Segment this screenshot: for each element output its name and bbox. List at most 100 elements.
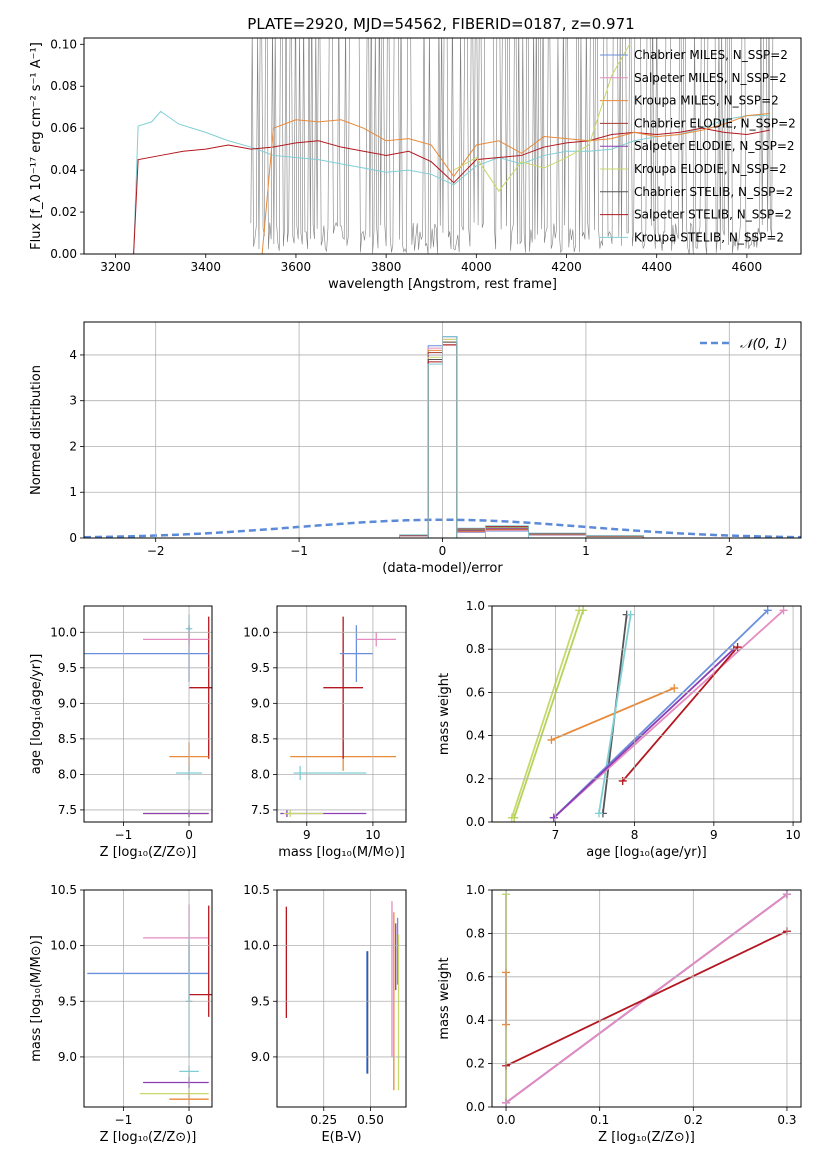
y-tick-label: 0.2 — [466, 772, 485, 786]
series-line — [553, 648, 735, 819]
plot-area — [285, 901, 400, 1091]
series-line — [261, 112, 770, 254]
axes-frame — [83, 889, 213, 1108]
y-tick-label: 9.5 — [251, 661, 270, 675]
y-tick-label: 10.0 — [243, 625, 270, 639]
axes-frame — [276, 605, 407, 823]
x-axis-label: Z [log₁₀(Z/Z⊙)] — [100, 845, 197, 860]
legend-entry: Kroupa STELIB, N_SSP=2 — [634, 230, 784, 244]
y-tick-label: 3 — [69, 394, 77, 408]
x-tick-label: 10 — [785, 828, 800, 842]
y-tick-label: 0.0 — [466, 815, 485, 829]
legend-entry: Kroupa MILES, N_SSP=2 — [634, 94, 779, 108]
x-tick-label: 3600 — [281, 260, 312, 274]
series-line — [622, 646, 739, 782]
y-tick-label: 10.5 — [50, 883, 77, 897]
axes-frame — [83, 37, 802, 255]
x-tick-label: 0 — [185, 828, 193, 842]
legend-entry: 𝒩(0, 1) — [740, 337, 787, 352]
x-tick-label: −1 — [290, 544, 308, 558]
x-axis-label: wavelength [Angstrom, rest frame] — [328, 277, 557, 292]
histogram-tail-bin — [485, 530, 529, 538]
x-axis-label: age [log₁₀(age/yr)] — [586, 845, 707, 860]
x-tick-label: 4600 — [732, 260, 763, 274]
y-tick-label: 10.0 — [243, 939, 270, 953]
x-tick-label: 2 — [725, 544, 733, 558]
y-axis-label: mass [log₁₀(M/M⊙)] — [29, 935, 44, 1062]
legend-entry: Chabrier MILES, N_SSP=2 — [634, 48, 788, 62]
y-tick-label: 9.0 — [58, 1050, 77, 1064]
series-data-line — [250, 38, 774, 254]
y-tick-label: 8.0 — [251, 767, 270, 781]
y-tick-label: 10.5 — [243, 883, 270, 897]
legend-entry: Kroupa ELODIE, N_SSP=2 — [634, 162, 787, 176]
x-tick-label: 0.1 — [590, 1113, 609, 1127]
y-tick-label: 0.6 — [466, 970, 485, 984]
y-tick-label: 9.5 — [58, 994, 77, 1008]
y-tick-label: 0.8 — [466, 926, 485, 940]
series-line — [453, 44, 631, 192]
series-line — [598, 614, 632, 814]
y-tick-label: 0.08 — [50, 79, 77, 93]
x-tick-label: 3200 — [100, 260, 131, 274]
panel-residuals: 𝒩(0, 1) −2 −1 0 1 2 0 1 2 3 4 (data-model)/error Nor… — [29, 321, 802, 576]
y-tick-label: 7.5 — [58, 803, 77, 817]
x-tick-label: −1 — [115, 1113, 133, 1127]
y-tick-label: 0.04 — [50, 163, 77, 177]
y-tick-label: 0.4 — [466, 1013, 485, 1027]
y-tick-label: 0.00 — [50, 247, 77, 261]
x-tick-label: −1 — [115, 828, 133, 842]
panel-weight-vs-age: 7 8 9 10 0.0 0.2 0.4 0.6 0.8 1.0 age [log₁₀(age/yr… — [437, 599, 802, 860]
x-tick-label: 3800 — [371, 260, 402, 274]
x-tick-label: 4000 — [461, 260, 492, 274]
series-line — [505, 930, 788, 1067]
y-axis-label: mass weight — [437, 957, 452, 1039]
series-line — [553, 609, 785, 819]
y-tick-label: 10.0 — [50, 625, 77, 639]
data-point — [547, 735, 556, 744]
panel-mass-vs-EBV: 0.25 0.50 9.0 9.5 10.0 10.5 E(B-V) — [243, 883, 407, 1145]
x-tick-label: 8 — [631, 828, 639, 842]
y-tick-label: 0.06 — [50, 121, 77, 135]
x-axis-label: Z [log₁₀(Z/Z⊙)] — [100, 1130, 197, 1145]
y-axis-label: age [log₁₀(age/yr)] — [29, 654, 44, 775]
series-line — [93, 110, 770, 254]
y-tick-label: 8.0 — [58, 767, 77, 781]
data-point — [579, 606, 588, 615]
plot-area — [87, 904, 212, 1105]
normal-pdf-curve — [84, 518, 801, 538]
x-tick-label: 0.50 — [357, 1113, 384, 1127]
y-tick-label: 0.8 — [466, 642, 485, 656]
y-tick-label: 0.6 — [466, 685, 485, 699]
histogram-tail-bin — [485, 530, 529, 538]
y-tick-label: 9.0 — [58, 696, 77, 710]
y-tick-label: 9.0 — [251, 1050, 270, 1064]
y-tick-label: 0.2 — [466, 1057, 485, 1071]
x-tick-label: 0 — [185, 1113, 193, 1127]
data-point — [763, 606, 772, 615]
data-point — [510, 813, 519, 822]
legend-entry: Chabrier ELODIE, N_SSP=2 — [634, 116, 796, 130]
panel-spectrum: Chabrier MILES, N_SSP=2 Salpeter MILES, N… — [29, 37, 802, 292]
y-tick-label: 0 — [69, 531, 77, 545]
x-tick-label: 0 — [439, 544, 447, 558]
axes-frame — [83, 605, 213, 823]
y-axis-label: mass weight — [437, 673, 452, 755]
x-axis-label: mass [log₁₀(M/M⊙)] — [278, 845, 405, 860]
x-tick-label: 0.0 — [496, 1113, 515, 1127]
y-tick-label: 8.5 — [251, 732, 270, 746]
plot-area — [84, 614, 212, 818]
axes-frame — [276, 889, 407, 1108]
y-tick-label: 0.02 — [50, 205, 77, 219]
data-point — [626, 610, 635, 619]
y-tick-label: 9.5 — [58, 661, 77, 675]
y-tick-label: 1 — [69, 485, 77, 499]
series-line — [513, 610, 584, 818]
y-axis-label: Normed distribution — [29, 365, 44, 495]
y-tick-label: 1.0 — [466, 599, 485, 613]
y-tick-label: 0.0 — [466, 1100, 485, 1114]
data-point — [670, 684, 679, 693]
x-tick-label: 10 — [365, 828, 380, 842]
x-tick-label: 4200 — [551, 260, 582, 274]
data-point — [733, 643, 742, 652]
